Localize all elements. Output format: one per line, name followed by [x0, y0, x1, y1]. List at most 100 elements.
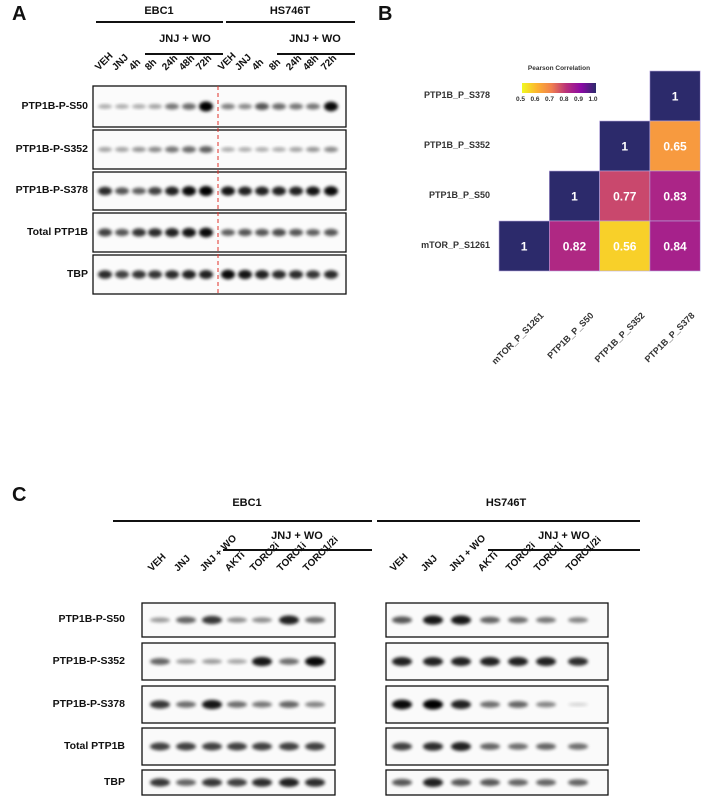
band	[324, 146, 338, 153]
band	[252, 701, 272, 708]
band	[272, 228, 286, 237]
panel-b-label: B	[378, 3, 393, 25]
row-label: PTP1B-P-S378	[15, 184, 88, 196]
band	[255, 270, 269, 279]
group-label-ebc1: EBC1	[144, 5, 174, 17]
band	[536, 701, 556, 708]
legend-tick: 0.8	[559, 96, 569, 103]
treatment-label: JNJ + WO	[538, 530, 590, 542]
band	[238, 103, 252, 110]
band	[252, 778, 272, 787]
band	[289, 147, 303, 152]
band	[306, 103, 320, 110]
heatmap-row-label: PTP1B_P_S50	[428, 190, 490, 200]
band	[165, 103, 179, 110]
band	[115, 228, 129, 237]
group-label-hs746t: HS746T	[269, 5, 311, 17]
band	[148, 104, 162, 109]
treatment-line	[488, 549, 640, 551]
band	[227, 617, 247, 623]
row-label: PTP1B-P-S352	[15, 142, 88, 155]
band	[148, 228, 162, 237]
band	[202, 742, 222, 751]
band	[98, 228, 112, 237]
band	[272, 147, 286, 152]
band	[536, 743, 556, 750]
band	[508, 743, 528, 750]
band	[392, 657, 412, 666]
band	[279, 615, 299, 625]
band	[279, 701, 299, 708]
band	[221, 147, 235, 152]
band	[392, 778, 412, 787]
heatmap-cell-label: 0.83	[663, 190, 687, 204]
band	[279, 658, 299, 665]
treatment-label: JNJ + WO	[159, 33, 211, 45]
band	[255, 102, 269, 111]
treatment-label: JNJ + WO	[271, 530, 323, 542]
band	[176, 701, 196, 708]
band	[98, 104, 112, 109]
band	[392, 616, 412, 624]
band	[272, 186, 286, 196]
band	[202, 658, 222, 665]
band	[272, 270, 286, 279]
band	[568, 743, 588, 750]
heatmap-cell	[649, 220, 701, 272]
treatment-line	[277, 53, 355, 55]
band	[148, 187, 162, 195]
band	[176, 658, 196, 665]
band	[392, 699, 412, 710]
band	[221, 269, 235, 280]
group-label-ebc1: EBC1	[232, 497, 262, 509]
heatmap-cell-label: 1	[571, 190, 578, 204]
band	[132, 146, 146, 153]
legend-tick: 0.9	[574, 96, 584, 103]
band	[305, 701, 325, 708]
band	[289, 270, 303, 279]
band	[238, 269, 252, 280]
band	[568, 657, 588, 666]
treatment-line	[223, 549, 372, 551]
band	[252, 742, 272, 751]
band	[98, 270, 112, 279]
group-line	[377, 520, 640, 522]
band	[182, 227, 196, 238]
heatmap-cell-label: 0.77	[613, 190, 637, 204]
band	[305, 778, 325, 787]
row-label: PTP1B-P-S352	[52, 654, 125, 667]
band	[199, 146, 213, 153]
band	[508, 701, 528, 708]
band	[227, 659, 247, 664]
band	[324, 186, 338, 196]
band	[324, 101, 338, 112]
heatmap-cell	[599, 170, 651, 222]
band	[98, 186, 112, 196]
band	[148, 270, 162, 279]
band	[165, 228, 179, 237]
band	[148, 146, 162, 153]
heatmap-cell	[498, 220, 550, 272]
heatmap-row-label: PTP1B_P_S378	[423, 90, 490, 100]
band	[324, 270, 338, 279]
band	[451, 700, 471, 709]
band	[150, 700, 170, 709]
band	[480, 743, 500, 750]
heatmap-cell	[649, 170, 701, 222]
row-label: PTP1B-P-S50	[58, 613, 125, 625]
heatmap-row-label: mTOR_P_S1261	[421, 240, 490, 250]
band	[305, 616, 325, 624]
heatmap-cell	[649, 70, 701, 122]
band	[289, 103, 303, 110]
band	[289, 228, 303, 237]
band	[480, 701, 500, 708]
band	[508, 657, 528, 666]
band	[176, 616, 196, 624]
heatmap-cell	[548, 170, 600, 222]
band	[451, 615, 471, 625]
band	[238, 147, 252, 152]
band	[227, 742, 247, 751]
treatment-label: JNJ + WO	[289, 33, 341, 45]
band	[508, 779, 528, 786]
